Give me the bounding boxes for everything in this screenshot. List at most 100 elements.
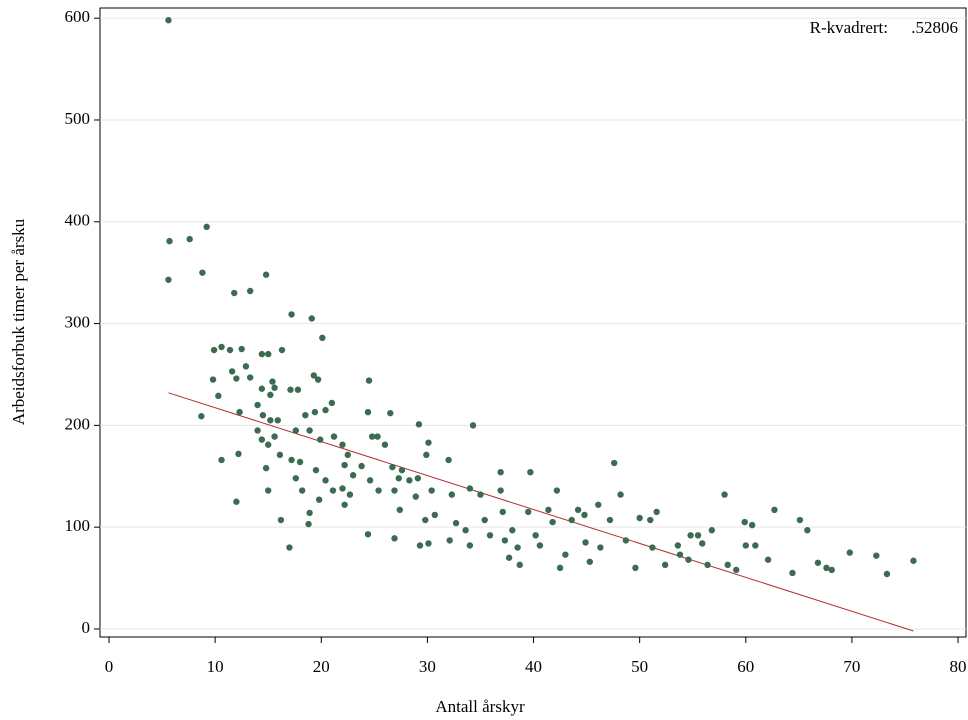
point bbox=[233, 498, 240, 505]
point bbox=[259, 411, 267, 419]
point bbox=[277, 516, 285, 524]
point bbox=[246, 374, 254, 381]
point bbox=[317, 436, 324, 443]
point bbox=[349, 472, 357, 479]
point bbox=[312, 466, 320, 474]
point bbox=[288, 456, 295, 464]
point bbox=[365, 377, 373, 384]
point bbox=[366, 477, 374, 484]
point bbox=[553, 487, 561, 494]
point bbox=[265, 441, 272, 448]
point bbox=[741, 518, 748, 526]
point bbox=[302, 411, 309, 419]
point bbox=[676, 551, 684, 558]
point bbox=[238, 345, 245, 353]
point bbox=[269, 378, 276, 385]
point bbox=[771, 506, 778, 514]
y-tick-label: 200 bbox=[65, 414, 91, 433]
point bbox=[501, 537, 509, 544]
point bbox=[752, 542, 759, 549]
point bbox=[165, 276, 172, 283]
point bbox=[606, 516, 614, 524]
point bbox=[265, 350, 272, 358]
point bbox=[653, 508, 660, 516]
point bbox=[469, 422, 477, 429]
point bbox=[764, 556, 772, 563]
point bbox=[364, 531, 372, 538]
point bbox=[556, 564, 564, 572]
point bbox=[622, 537, 630, 544]
point bbox=[262, 271, 270, 278]
x-tick-label: 20 bbox=[313, 657, 330, 676]
y-tick-label: 600 bbox=[65, 7, 91, 26]
point bbox=[509, 527, 516, 534]
point bbox=[516, 561, 523, 569]
point bbox=[796, 516, 804, 524]
x-tick-label: 70 bbox=[843, 657, 860, 676]
point bbox=[391, 535, 398, 542]
point bbox=[210, 346, 218, 354]
point bbox=[398, 466, 406, 474]
point bbox=[276, 451, 284, 459]
point bbox=[568, 516, 575, 524]
point bbox=[466, 542, 474, 549]
point bbox=[412, 493, 419, 500]
point bbox=[685, 556, 692, 563]
point bbox=[586, 558, 593, 565]
point bbox=[292, 427, 300, 434]
point bbox=[166, 237, 173, 245]
point bbox=[574, 506, 582, 514]
point bbox=[466, 485, 474, 492]
point bbox=[296, 458, 304, 466]
point bbox=[414, 475, 422, 482]
point bbox=[389, 463, 396, 471]
point bbox=[649, 544, 656, 551]
point bbox=[286, 544, 293, 551]
x-tick-label: 30 bbox=[419, 657, 436, 676]
point bbox=[258, 385, 266, 392]
x-tick-label: 50 bbox=[631, 657, 648, 676]
point bbox=[344, 451, 352, 459]
point bbox=[310, 372, 318, 379]
x-tick-label: 10 bbox=[207, 657, 224, 676]
point bbox=[562, 551, 569, 558]
point bbox=[294, 386, 302, 393]
point bbox=[595, 501, 602, 508]
point bbox=[346, 491, 354, 498]
point bbox=[694, 532, 702, 539]
point bbox=[873, 552, 880, 559]
point bbox=[381, 441, 389, 448]
point bbox=[267, 391, 274, 399]
y-tick-label: 0 bbox=[82, 618, 91, 637]
point bbox=[481, 516, 488, 524]
point bbox=[322, 406, 329, 414]
plot-frame bbox=[99, 7, 967, 638]
point bbox=[258, 350, 266, 358]
point bbox=[315, 496, 323, 503]
point bbox=[395, 475, 402, 482]
point bbox=[358, 462, 365, 470]
point bbox=[647, 516, 654, 524]
point bbox=[322, 477, 329, 484]
point bbox=[549, 518, 556, 526]
point bbox=[305, 520, 312, 528]
point bbox=[724, 561, 731, 569]
point bbox=[364, 408, 372, 416]
point bbox=[733, 566, 740, 574]
point bbox=[254, 401, 261, 409]
point bbox=[306, 427, 313, 434]
point bbox=[446, 537, 453, 544]
point bbox=[254, 427, 261, 434]
point bbox=[704, 561, 711, 569]
point bbox=[708, 527, 716, 534]
point bbox=[328, 399, 336, 407]
point bbox=[527, 468, 534, 476]
point bbox=[828, 566, 835, 574]
point bbox=[452, 519, 460, 527]
point bbox=[545, 506, 552, 514]
x-tick-label: 0 bbox=[105, 657, 114, 676]
x-tick-label: 60 bbox=[737, 657, 754, 676]
point bbox=[415, 421, 423, 428]
point bbox=[369, 433, 376, 440]
